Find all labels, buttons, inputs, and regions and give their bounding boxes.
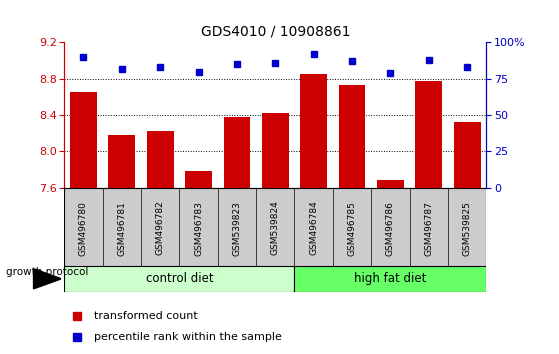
Text: GSM496783: GSM496783 <box>194 201 203 256</box>
Text: control diet: control diet <box>145 272 213 285</box>
Bar <box>108 135 135 188</box>
Text: GSM496785: GSM496785 <box>348 201 357 256</box>
Title: GDS4010 / 10908861: GDS4010 / 10908861 <box>201 24 350 39</box>
Text: GSM496780: GSM496780 <box>79 201 88 256</box>
Bar <box>295 266 486 292</box>
Text: GSM539825: GSM539825 <box>463 201 472 256</box>
Bar <box>224 117 250 188</box>
Text: transformed count: transformed count <box>94 311 197 321</box>
Bar <box>185 171 212 188</box>
Bar <box>262 113 289 188</box>
Text: GSM539823: GSM539823 <box>233 201 241 256</box>
Text: GSM539824: GSM539824 <box>271 201 280 256</box>
Text: growth protocol: growth protocol <box>6 267 88 277</box>
Bar <box>64 266 295 292</box>
Bar <box>377 181 404 188</box>
Text: high fat diet: high fat diet <box>354 272 427 285</box>
Bar <box>147 131 174 188</box>
Text: percentile rank within the sample: percentile rank within the sample <box>94 332 282 342</box>
Bar <box>339 85 366 188</box>
Bar <box>300 74 327 188</box>
Bar <box>70 92 97 188</box>
Text: GSM496786: GSM496786 <box>386 201 395 256</box>
Bar <box>415 81 442 188</box>
Text: GSM496784: GSM496784 <box>309 201 318 256</box>
Bar <box>454 122 481 188</box>
Text: GSM496781: GSM496781 <box>117 201 126 256</box>
Text: GSM496787: GSM496787 <box>424 201 433 256</box>
Text: GSM496782: GSM496782 <box>156 201 165 256</box>
Polygon shape <box>34 269 61 289</box>
